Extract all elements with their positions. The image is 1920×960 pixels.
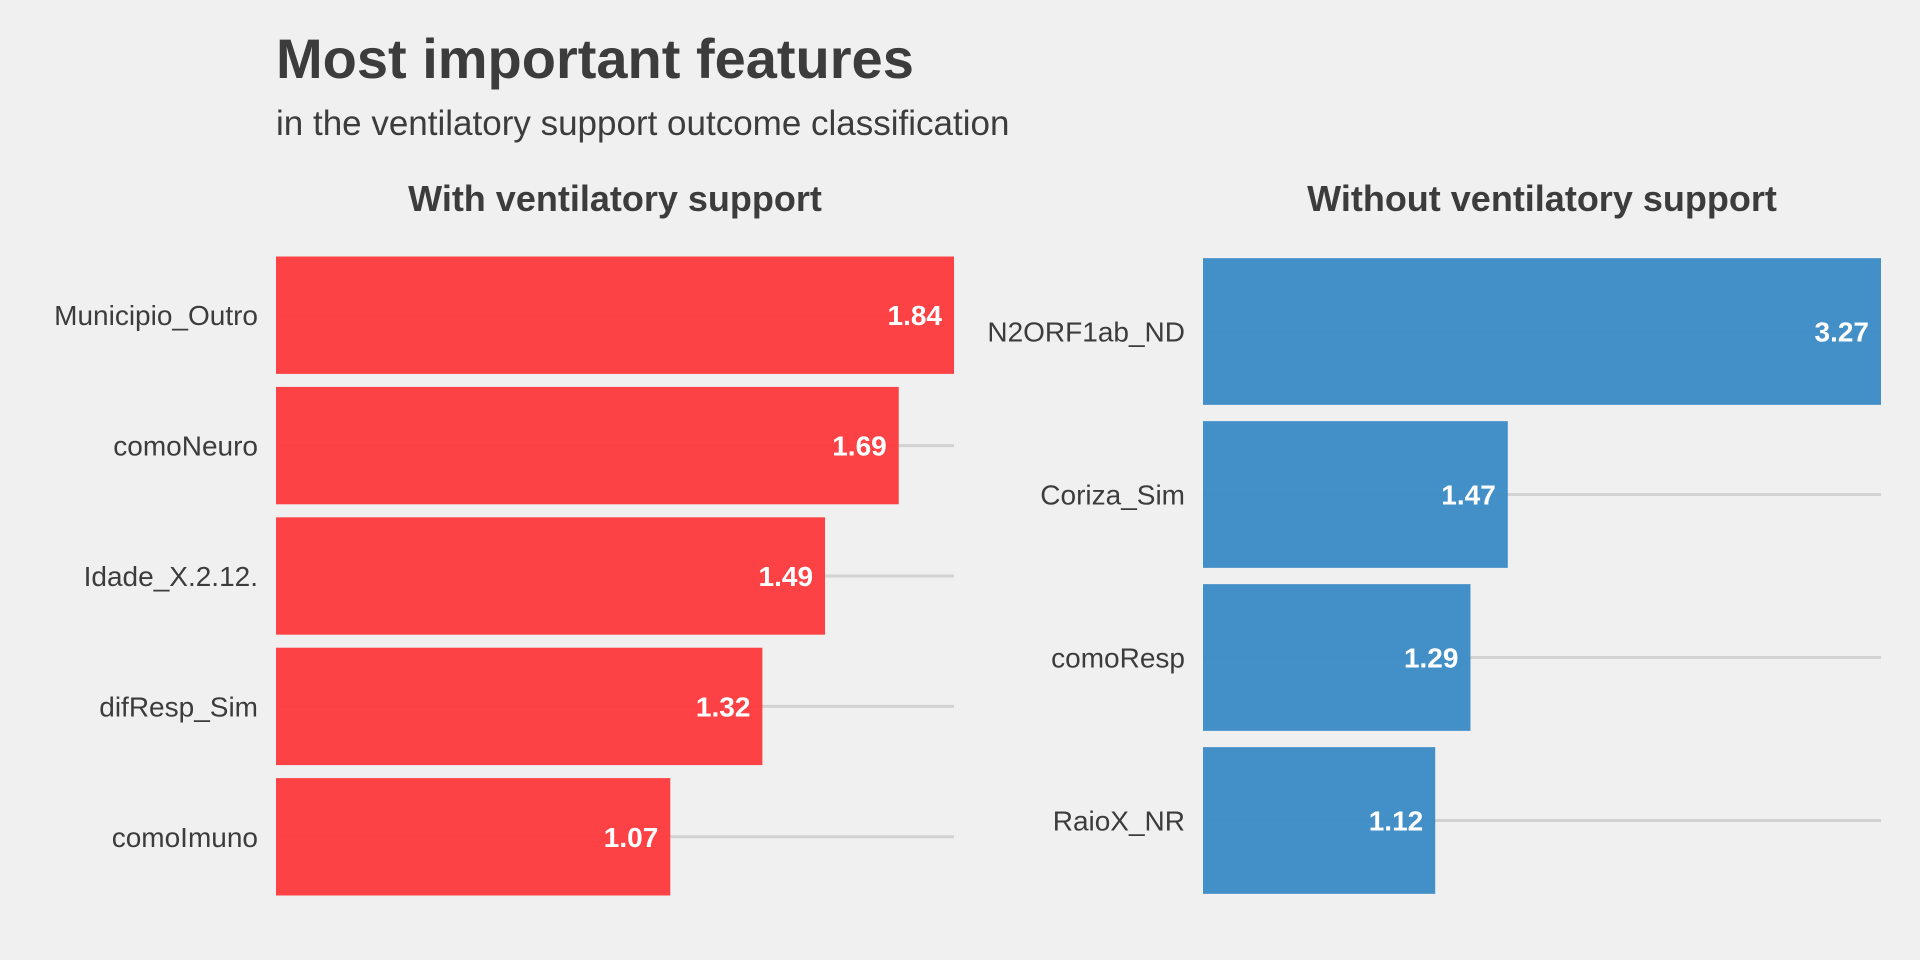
category-label: comoNeuro bbox=[113, 431, 258, 462]
bar bbox=[276, 778, 671, 896]
category-label: Idade_X.2.12. bbox=[84, 561, 258, 592]
bar bbox=[276, 647, 763, 766]
category-label: difResp_Sim bbox=[99, 691, 258, 722]
category-label: comoResp bbox=[1051, 643, 1185, 674]
panel-without-support: Without ventilatory support N2ORF1ab_ND 3… bbox=[987, 170, 1881, 910]
category-label: Coriza_Sim bbox=[1040, 480, 1185, 511]
panel-title-without-support: Without ventilatory support bbox=[1307, 178, 1777, 219]
value-label: 1.69 bbox=[832, 431, 887, 462]
value-label: 1.47 bbox=[1441, 480, 1496, 511]
value-label: 1.29 bbox=[1404, 643, 1459, 674]
chart-title: Most important features bbox=[276, 27, 914, 90]
bar-chart-with-support: Municipio_Outro 1.84 comoNeuro 1.69 Idade_X.… bbox=[54, 256, 954, 896]
panel-with-support: With ventilatory support Municipio_Outro… bbox=[54, 170, 954, 910]
bar bbox=[276, 256, 954, 374]
value-label: 1.07 bbox=[604, 822, 659, 853]
bar bbox=[1203, 258, 1881, 405]
bar bbox=[1203, 584, 1471, 731]
category-label: Municipio_Outro bbox=[54, 300, 258, 331]
category-label: RaioX_NR bbox=[1053, 806, 1185, 837]
chart-subtitle: in the ventilatory support outcome class… bbox=[276, 104, 1010, 143]
bar bbox=[1203, 747, 1436, 894]
value-label: 1.49 bbox=[759, 561, 814, 592]
panel-title-with-support: With ventilatory support bbox=[408, 178, 822, 219]
category-label: comoImuno bbox=[112, 822, 258, 853]
value-label: 1.84 bbox=[888, 300, 943, 331]
bar bbox=[276, 517, 826, 635]
bar bbox=[1203, 421, 1508, 568]
value-label: 1.12 bbox=[1369, 806, 1424, 837]
bar-chart-without-support: N2ORF1ab_ND 3.27 Coriza_Sim 1.47 comoResp 1.2… bbox=[987, 258, 1881, 894]
value-label: 3.27 bbox=[1815, 317, 1870, 348]
value-label: 1.32 bbox=[696, 691, 751, 722]
bar bbox=[276, 386, 899, 505]
category-label: N2ORF1ab_ND bbox=[987, 317, 1185, 348]
